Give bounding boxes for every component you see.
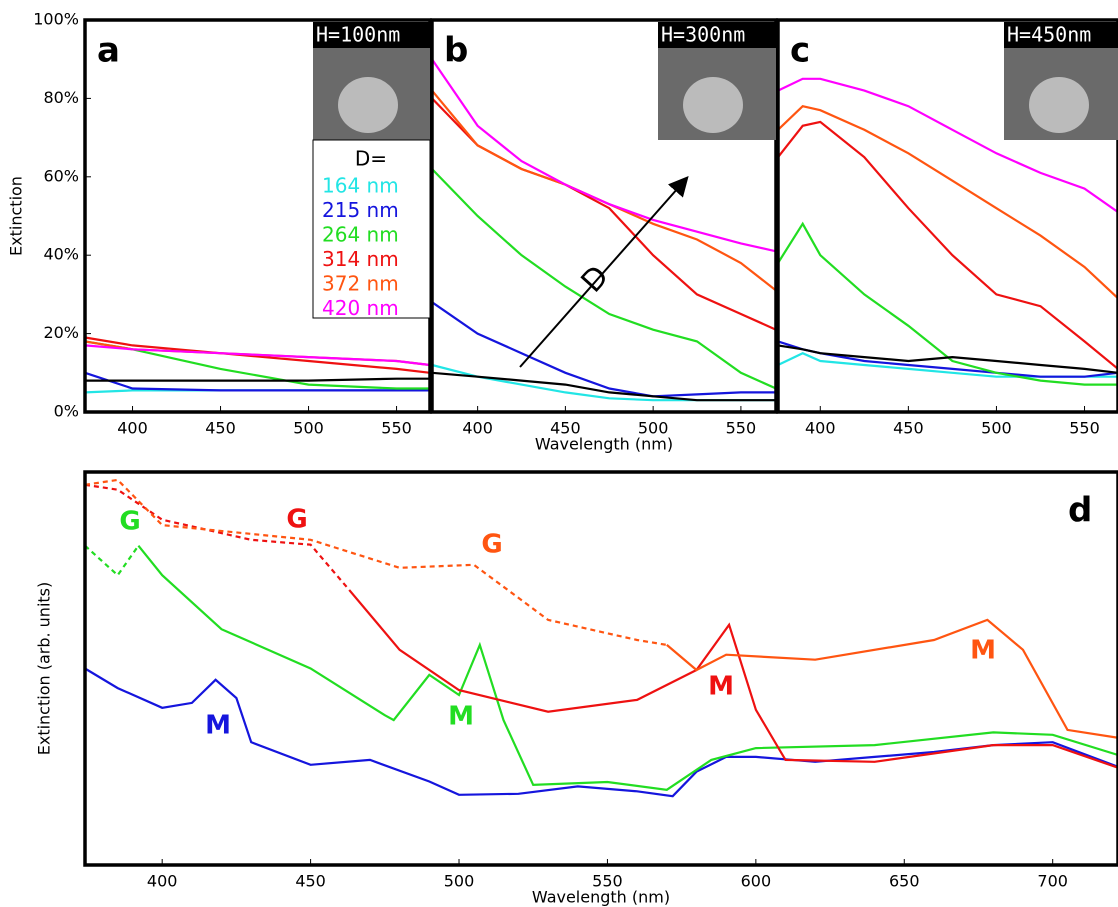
panel: 400 450 500 550 b H=300nm Wavelength (nm) (430, 18, 778, 454)
series-line (777, 104, 1118, 300)
x-tick-label: 400 (805, 419, 836, 438)
x-tick-label: 450 (550, 419, 581, 438)
y-tick-label: 80% (43, 88, 79, 107)
series-line (137, 545, 1118, 791)
panel-label: c (790, 31, 810, 71)
series-line (348, 589, 1118, 769)
legend-title: D= (355, 147, 387, 171)
series-line (85, 377, 430, 382)
inset-bar (1004, 22, 1118, 48)
annotation: G (119, 507, 140, 537)
panel: 400 450 500 550 0% 20% 40% 60% 80% 100% a H=100nm D=… (7, 10, 432, 438)
inset-bar (658, 22, 776, 48)
series-line (84, 336, 431, 374)
inset-label: H=450nm (1007, 23, 1091, 47)
series-line (431, 58, 777, 253)
x-tick-label: 450 (893, 419, 924, 438)
y-tick-label: 0% (54, 402, 79, 421)
panel: 400 450 500 550 c H=450nm (776, 18, 1118, 438)
legend-entry: 314 nm (322, 247, 399, 271)
inset-label: H=100nm (316, 23, 400, 47)
series-line (84, 483, 351, 591)
series-line (666, 618, 1118, 739)
y-tick-label: 40% (43, 245, 79, 264)
inset-particle (683, 77, 743, 133)
frame (83, 470, 1118, 867)
x-tick-label: 550 (1069, 419, 1100, 438)
legend-entry: 372 nm (322, 272, 399, 296)
x-tick-label: 450 (205, 419, 236, 438)
series-line (431, 168, 777, 390)
inset-label: H=300nm (661, 23, 745, 47)
annotation: G (481, 530, 502, 560)
y-tick-label: 60% (43, 166, 79, 185)
inset-bar (313, 22, 430, 48)
series-line (777, 77, 1118, 214)
x-tick-label: 500 (638, 419, 669, 438)
y-tick-label: 100% (33, 10, 79, 29)
legend-entry: 420 nm (322, 296, 399, 320)
frame (776, 18, 1118, 414)
series-line (84, 371, 430, 392)
panel: 400 450 500 550 600 650 700 d Extinction (arb. u… (35, 470, 1118, 907)
series-line (431, 371, 776, 402)
legend-entry: 264 nm (322, 223, 399, 247)
x-tick-label: 500 (981, 419, 1012, 438)
series-line (84, 544, 140, 577)
x-tick-label: 400 (117, 419, 148, 438)
x-tick-label: 500 (293, 419, 324, 438)
annotation: M (448, 702, 474, 732)
y-axis-label: Extinction (7, 176, 26, 256)
series-line (431, 301, 776, 398)
legend-entry: 215 nm (322, 198, 399, 222)
x-tick-label: 500 (444, 872, 475, 891)
series-line (84, 478, 667, 646)
series-line (84, 344, 431, 367)
annotation: M (708, 672, 734, 702)
x-tick-label: 400 (462, 419, 493, 438)
x-tick-label: 550 (381, 419, 412, 438)
x-tick-label: 450 (295, 872, 326, 891)
x-tick-label: 550 (726, 419, 757, 438)
inset-particle (338, 77, 398, 133)
x-tick-label: 650 (889, 872, 920, 891)
series-line (777, 344, 1118, 374)
panel-label: a (97, 31, 120, 71)
annotation: G (286, 505, 307, 535)
panel-label: d (1068, 491, 1092, 531)
y-tick-label: 20% (43, 323, 79, 342)
series-line (777, 120, 1118, 370)
frame (430, 18, 778, 414)
x-axis-label: Wavelength (nm) (535, 435, 673, 454)
legend-entry: 164 nm (322, 174, 399, 198)
series-line (431, 363, 776, 402)
series-line (84, 667, 1118, 798)
annotation: M (205, 711, 231, 741)
x-tick-label: 400 (147, 872, 178, 891)
inset-particle (1029, 77, 1089, 133)
annotation: M (970, 636, 996, 666)
legend-box (312, 139, 431, 319)
series-line (777, 221, 1118, 386)
x-tick-label: 550 (592, 872, 623, 891)
y-axis-label: Extinction (arb. units) (35, 582, 54, 756)
panel-label: b (444, 31, 468, 71)
x-axis-label: Wavelength (nm) (532, 888, 670, 907)
x-tick-label: 700 (1037, 872, 1068, 891)
x-tick-label: 600 (741, 872, 772, 891)
arrow (519, 176, 689, 368)
